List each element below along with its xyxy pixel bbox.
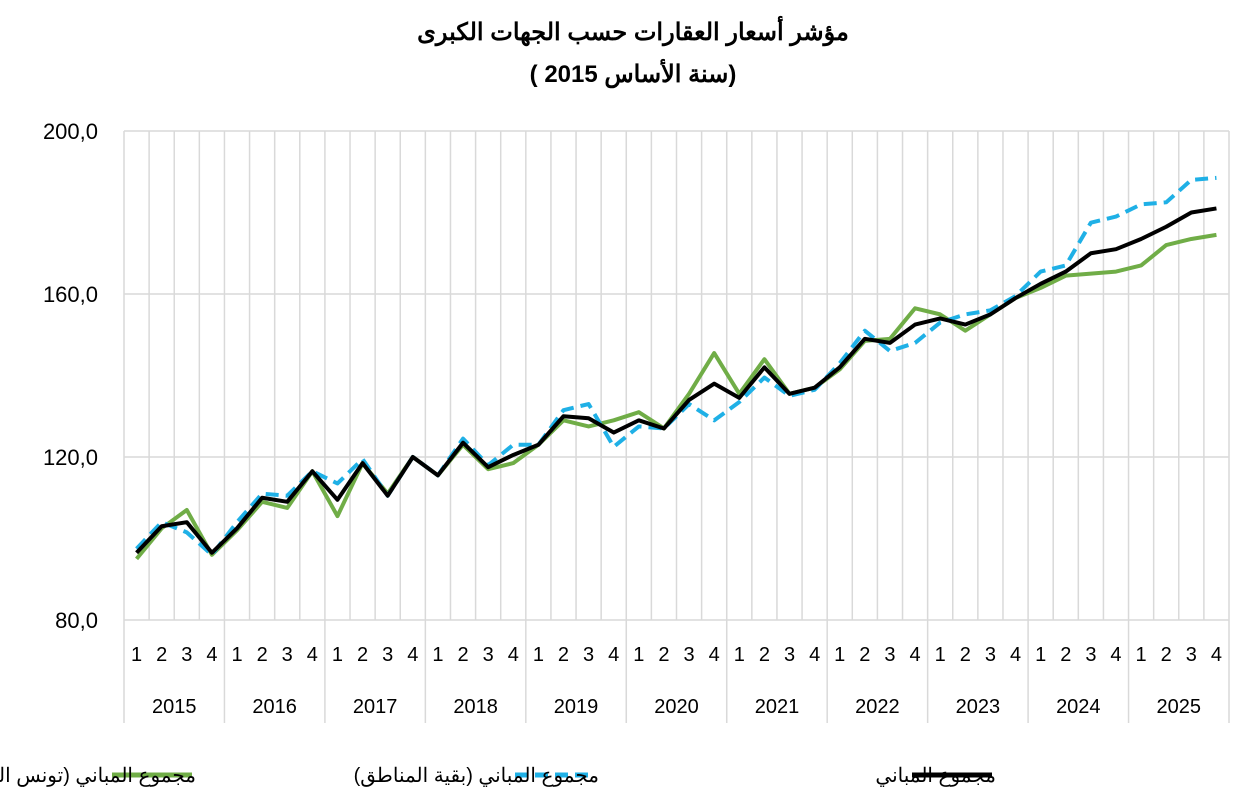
plot-grid (123, 130, 1230, 621)
quarter-tick-label: 1 (935, 644, 946, 666)
quarter-tick-label: 4 (1110, 644, 1121, 666)
quarter-tick-label: 3 (1186, 644, 1197, 666)
quarter-tick-label: 3 (884, 644, 895, 666)
quarter-tick-label: 1 (332, 644, 343, 666)
series-line-3 (135, 206, 1217, 555)
quarter-tick-label: 4 (809, 644, 820, 666)
quarter-tick-label: 1 (633, 644, 644, 666)
y-tick-label: 80,0 (55, 608, 98, 633)
quarter-tick-label: 4 (910, 644, 921, 666)
quarter-tick-label: 2 (257, 644, 268, 666)
year-tick-label: 2016 (252, 696, 297, 718)
quarter-tick-label: 4 (206, 644, 217, 666)
quarter-tick-label: 3 (483, 644, 494, 666)
y-tick-label: 160,0 (43, 282, 98, 307)
quarter-tick-label: 2 (357, 644, 368, 666)
quarter-tick-label: 3 (181, 644, 192, 666)
quarter-tick-label: 2 (859, 644, 870, 666)
year-tick-label: 2019 (554, 696, 599, 718)
legend-label-3: مجموع المباني (875, 765, 996, 787)
quarter-tick-label: 2 (960, 644, 971, 666)
quarter-tick-label: 1 (1035, 644, 1046, 666)
quarter-tick-label: 2 (759, 644, 770, 666)
quarter-tick-label: 3 (382, 644, 393, 666)
legend: مجموع المباني مجموع المباني (بقية المناطق… (0, 765, 996, 787)
quarter-tick-label: 2 (1060, 644, 1071, 666)
quarter-tick-label: 3 (683, 644, 694, 666)
quarter-tick-label: 1 (432, 644, 443, 666)
legend-label-1: مجموع المباني (تونس الكبرى) (0, 765, 196, 787)
quarter-tick-label: 1 (1136, 644, 1147, 666)
year-tick-label: 2022 (855, 696, 900, 718)
year-tick-label: 2023 (956, 696, 1001, 718)
quarter-tick-label: 1 (834, 644, 845, 666)
y-tick-label: 200,0 (43, 119, 98, 144)
quarter-tick-label: 1 (231, 644, 242, 666)
y-axis: 200,0 160,0 120,0 80,0 (43, 119, 98, 633)
quarter-tick-label: 2 (1161, 644, 1172, 666)
quarter-tick-label: 2 (658, 644, 669, 666)
quarter-tick-label: 4 (508, 644, 519, 666)
year-tick-label: 2024 (1056, 696, 1101, 718)
quarter-tick-label: 4 (407, 644, 418, 666)
quarter-tick-label: 2 (558, 644, 569, 666)
chart-title: مؤشر أسعار العقارات حسب الجهات الكبرى (417, 14, 849, 47)
chart-subtitle: (سنة الأساس 2015 ) (530, 57, 737, 89)
quarter-tick-label: 1 (533, 644, 544, 666)
year-tick-label: 2015 (152, 696, 197, 718)
quarter-tick-label: 4 (709, 644, 720, 666)
quarter-tick-label: 3 (985, 644, 996, 666)
quarter-tick-label: 3 (583, 644, 594, 666)
legend-label-2: مجموع المباني (بقية المناطق) (354, 765, 599, 787)
quarter-tick-label: 3 (1085, 644, 1096, 666)
quarter-tick-label: 4 (307, 644, 318, 666)
quarter-tick-label: 4 (1211, 644, 1222, 666)
quarter-tick-label: 3 (784, 644, 795, 666)
y-tick-label: 120,0 (43, 445, 98, 470)
quarter-tick-label: 1 (131, 644, 142, 666)
quarter-tick-label: 1 (734, 644, 745, 666)
year-tick-label: 2025 (1157, 696, 1202, 718)
quarter-tick-label: 4 (608, 644, 619, 666)
quarter-tick-label: 2 (457, 644, 468, 666)
year-tick-label: 2018 (453, 696, 498, 718)
year-tick-label: 2020 (654, 696, 699, 718)
quarter-tick-label: 2 (156, 644, 167, 666)
year-tick-label: 2021 (755, 696, 800, 718)
series-lines (135, 175, 1217, 561)
quarter-tick-label: 4 (1010, 644, 1021, 666)
quarter-tick-label: 3 (282, 644, 293, 666)
year-tick-label: 2017 (353, 696, 398, 718)
